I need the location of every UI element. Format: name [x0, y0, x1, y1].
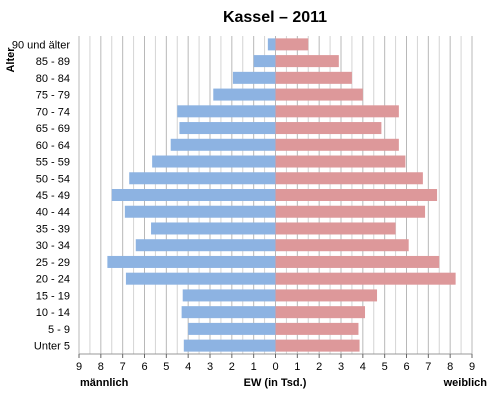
x-tick-label: 3 — [338, 361, 344, 373]
bars-group — [107, 38, 456, 352]
bar-female — [275, 38, 309, 51]
x-tick-label: 7 — [120, 361, 126, 373]
x-tick-label: 8 — [447, 361, 453, 373]
category-label: Unter 5 — [34, 341, 70, 353]
bar-male — [170, 138, 276, 151]
category-label: 20 - 24 — [36, 274, 70, 286]
bar-male — [179, 122, 276, 135]
bar-male — [181, 306, 276, 319]
bar-male — [129, 172, 276, 185]
x-tick-label: 1 — [251, 361, 257, 373]
category-label: 40 - 44 — [36, 207, 70, 219]
chart-title: Kassel – 2011 — [223, 9, 327, 26]
bar-female — [275, 138, 399, 151]
category-label: 15 - 19 — [36, 290, 70, 302]
bar-female — [275, 122, 382, 135]
category-label: 70 - 74 — [36, 106, 70, 118]
x-tick-label: 2 — [316, 361, 322, 373]
bar-male — [253, 55, 276, 68]
x-tick-label: 6 — [141, 361, 147, 373]
x-tick-label: 5 — [163, 361, 169, 373]
bar-male — [135, 239, 276, 252]
x-axis-label: EW (in Tsd.) — [244, 377, 307, 389]
bar-female — [275, 255, 440, 268]
category-label: 35 - 39 — [36, 223, 70, 235]
bar-male — [124, 205, 276, 218]
bar-female — [275, 71, 352, 84]
x-tick-label: 7 — [425, 361, 431, 373]
category-label: 90 und älter — [12, 39, 70, 51]
bar-male — [125, 272, 276, 285]
bar-female — [275, 189, 438, 201]
category-label: 55 - 59 — [36, 157, 70, 169]
category-label: 60 - 64 — [36, 140, 70, 152]
bar-male — [177, 105, 276, 118]
bar-male — [151, 222, 276, 235]
y-axis-label: Alter — [5, 47, 17, 73]
bar-female — [275, 172, 423, 185]
bar-female — [275, 306, 366, 319]
female-label: weiblich — [443, 377, 488, 389]
category-labels: 90 und älter 85 - 89 80 - 84 75 - 79 70 - 74… — [12, 39, 70, 352]
x-tick-label: 4 — [360, 361, 366, 373]
bar-female — [275, 88, 363, 101]
x-tick-label: 2 — [229, 361, 235, 373]
category-label: 85 - 89 — [36, 56, 70, 68]
x-tick-label: 4 — [185, 361, 191, 373]
category-label: 10 - 14 — [36, 307, 70, 319]
bar-female — [275, 322, 359, 335]
bar-male — [188, 322, 276, 335]
category-label: 65 - 69 — [36, 123, 70, 135]
bar-female — [275, 155, 406, 168]
bar-female — [275, 222, 396, 235]
bar-male — [267, 38, 276, 51]
bar-female — [275, 105, 399, 118]
category-label: 25 - 29 — [36, 257, 70, 269]
male-label: männlich — [80, 377, 129, 389]
x-tick-label: 6 — [403, 361, 409, 373]
bar-male — [182, 289, 276, 302]
category-label: 30 - 34 — [36, 240, 70, 252]
category-label: 50 - 54 — [36, 173, 70, 185]
bar-male — [107, 255, 276, 268]
bar-female — [275, 205, 426, 218]
bar-female — [275, 239, 409, 252]
bar-female — [275, 339, 360, 352]
x-tick-label: 0 — [272, 361, 278, 373]
x-tick-labels: 9 8 7 6 5 4 3 2 1 0 1 2 3 4 5 6 7 8 9 — [76, 354, 475, 373]
x-tick-label: 9 — [469, 361, 475, 373]
bar-female — [275, 272, 456, 285]
x-tick-label: 9 — [76, 361, 82, 373]
bar-female — [275, 289, 378, 302]
bar-male — [152, 155, 276, 168]
category-label: 5 - 9 — [48, 324, 70, 336]
category-label: 75 - 79 — [36, 90, 70, 102]
category-label: 45 - 49 — [36, 190, 70, 202]
x-tick-label: 5 — [382, 361, 388, 373]
x-tick-label: 3 — [207, 361, 213, 373]
bar-male — [111, 189, 276, 201]
x-tick-label: 1 — [294, 361, 300, 373]
bar-male — [232, 71, 276, 84]
bar-male — [213, 88, 276, 101]
bar-female — [275, 55, 339, 68]
x-tick-label: 8 — [98, 361, 104, 373]
bar-male — [183, 339, 276, 352]
category-label: 80 - 84 — [36, 73, 70, 85]
